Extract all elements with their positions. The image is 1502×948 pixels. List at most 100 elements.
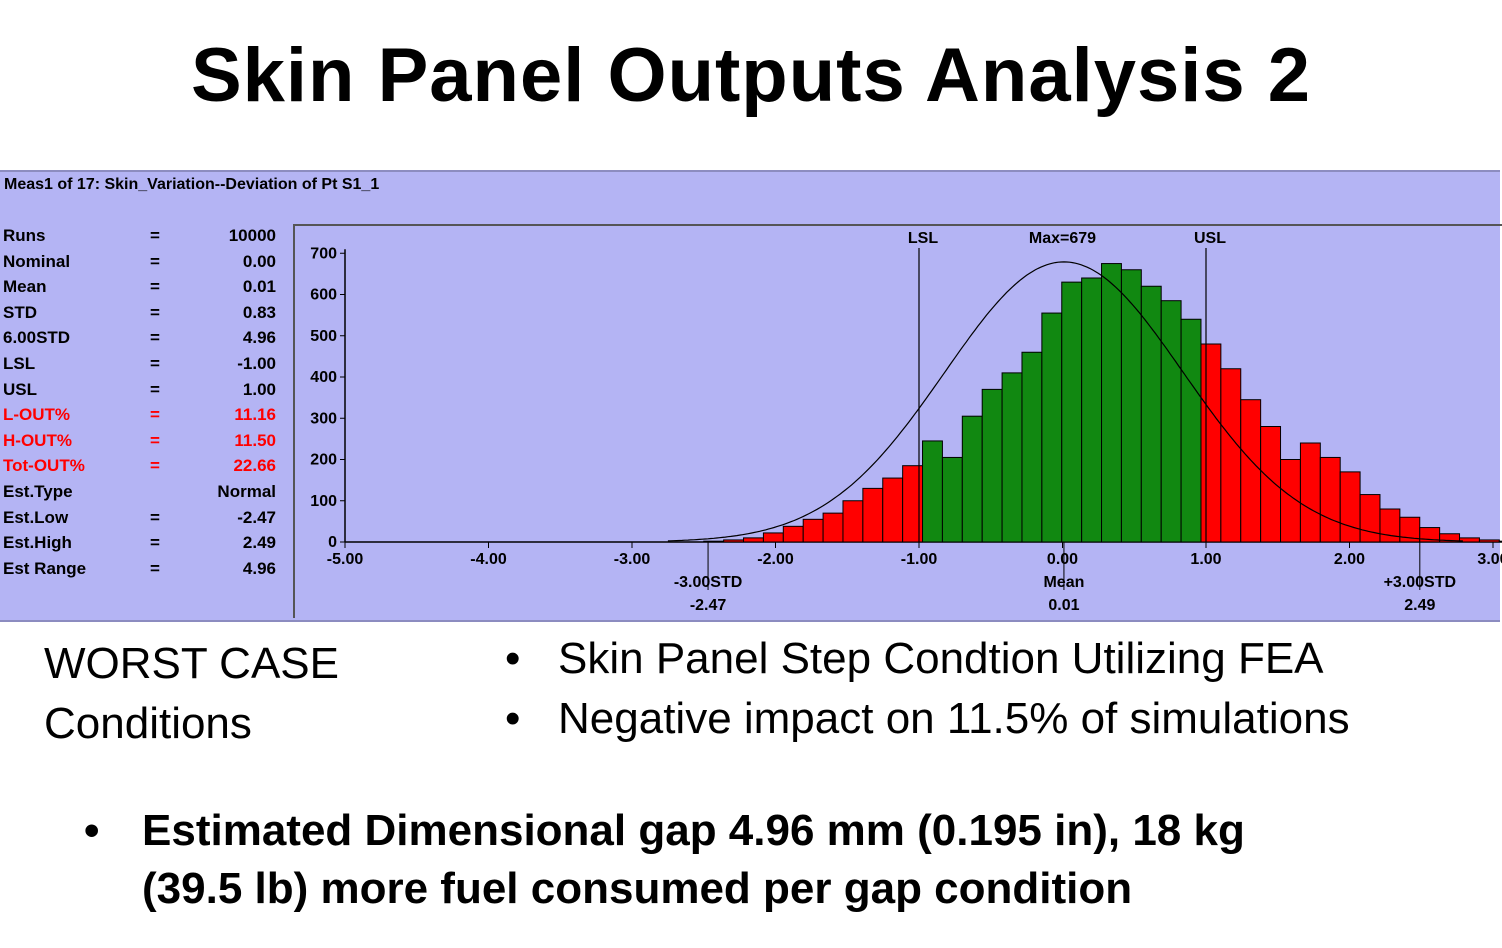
marker-value: -2.47 (690, 597, 727, 614)
histogram-bar (1240, 399, 1262, 543)
stat-value: 11.50 (234, 430, 276, 450)
x-tick-label: -1.00 (901, 551, 938, 568)
x-tick-label: 3.00 (1477, 551, 1502, 568)
stat-equals: = (150, 251, 160, 271)
x-tick-label: -3.00 (614, 551, 651, 568)
worst-case-line1: WORST CASE (44, 639, 340, 688)
histogram-bar (822, 512, 844, 543)
histogram-bar (703, 540, 725, 543)
histogram-bar (1061, 281, 1083, 543)
bullet-dot: • (505, 694, 521, 743)
stat-value: 22.66 (233, 456, 276, 476)
stat-label: USL (3, 379, 37, 399)
histogram-bar (941, 456, 963, 543)
stat-label: Mean (3, 277, 47, 297)
stat-label: LSL (3, 354, 36, 373)
stat-row: Est.Type Normal (0, 482, 276, 508)
stat-value: 4.96 (242, 328, 276, 348)
stat-equals: = (150, 354, 160, 373)
histogram-bar (961, 415, 983, 543)
histogram-bar (1001, 372, 1023, 543)
bottom-bullet-text: Estimated Dimensional gap 4.96 mm (0.195… (142, 802, 1462, 918)
fit-curve (667, 261, 1463, 542)
y-tick-label: 600 (310, 287, 337, 304)
histogram-bar (1160, 300, 1182, 543)
bottom-bullet-line1: Estimated Dimensional gap 4.96 mm (0.195… (142, 806, 1245, 855)
x-tick-label: 0.00 (1047, 551, 1078, 568)
stat-value: 4.96 (242, 558, 276, 578)
stat-equals: = (150, 558, 160, 578)
x-tick-label: 1.00 (1190, 551, 1221, 568)
stat-equals: = (150, 379, 160, 399)
stat-row: USL = 1.00 (0, 380, 276, 406)
stat-row: Est.High = 2.49 (0, 533, 276, 559)
stat-equals: = (150, 507, 160, 527)
histogram-bar (782, 525, 804, 543)
x-tick-label: 2.00 (1334, 551, 1365, 568)
stat-equals: = (150, 277, 160, 297)
bullet-item-1: • Skin Panel Step Condtion Utilizing FEA (505, 634, 1495, 690)
stat-equals: = (150, 328, 160, 348)
stat-label: Runs (3, 226, 46, 245)
histogram-bar (1319, 456, 1341, 543)
bullet-text: Skin Panel Step Condtion Utilizing FEA (558, 634, 1324, 683)
histogram-bar (1359, 494, 1381, 543)
marker-label: Mean (1043, 574, 1084, 591)
histogram-bar (1081, 277, 1103, 543)
panel-header: Meas1 of 17: Skin_Variation--Deviation o… (4, 176, 380, 193)
stat-row: L-OUT% = 11.16 (0, 405, 276, 431)
stat-value: 1.00 (242, 379, 276, 399)
x-tick-label: -5.00 (327, 551, 364, 568)
stat-label: Nominal (3, 251, 71, 271)
stat-value: 11.16 (234, 405, 276, 425)
histogram-bar (1021, 351, 1043, 543)
histogram-bar (762, 532, 784, 543)
stat-equals: = (150, 302, 160, 322)
marker-label: -3.00STD (674, 574, 742, 591)
stat-equals: = (150, 405, 160, 425)
stat-value: 10000 (228, 226, 276, 245)
stat-label: STD (3, 302, 37, 322)
stat-row: Tot-OUT% = 22.66 (0, 456, 276, 482)
y-tick-label: 500 (310, 328, 337, 345)
histogram-bar (981, 388, 1003, 543)
histogram-bar (1200, 343, 1222, 543)
histogram-bar (842, 500, 864, 543)
bullet-dot: • (505, 634, 521, 683)
stat-value: 0.83 (242, 302, 276, 322)
x-tick-label: -2.00 (757, 551, 794, 568)
worst-case-caption: WORST CASE Conditions (44, 634, 339, 754)
histogram-svg: 0 100 200 300 400 500 600 700 -5.00 -4.00 -3.00 -2.… (310, 230, 1502, 614)
stat-row: LSL = -1.00 (0, 354, 276, 380)
histogram-bar (1478, 539, 1500, 543)
histogram-bar (1299, 442, 1321, 543)
stat-equals: = (150, 456, 160, 476)
histogram-bar (922, 440, 943, 543)
marker-value: 0.01 (1048, 597, 1079, 614)
analysis-panel: Meas1 of 17: Skin_Variation--Deviation o… (0, 170, 1502, 622)
ref-line-label: LSL (908, 230, 938, 247)
stat-label: H-OUT% (3, 430, 72, 450)
ref-line-label: USL (1194, 230, 1226, 247)
stat-label: Est.Low (3, 507, 69, 527)
histogram-bar (723, 539, 745, 543)
stat-label: Tot-OUT% (3, 456, 85, 476)
stat-value: 2.49 (242, 533, 276, 553)
histogram-bar (743, 537, 764, 543)
histogram-bar (1101, 263, 1122, 543)
stat-row: 6.00STD = 4.96 (0, 328, 276, 354)
y-tick-label: 700 (310, 245, 337, 262)
y-tick-label: 100 (310, 493, 337, 510)
stat-label: Est Range (3, 558, 87, 578)
stat-row: Runs = 10000 (0, 226, 276, 252)
y-tick-label: 200 (310, 452, 337, 469)
stat-row: Est Range = 4.96 (0, 559, 276, 585)
stat-value: 0.00 (242, 251, 276, 271)
stat-label: 6.00STD (3, 328, 71, 348)
histogram-bar (1260, 426, 1282, 543)
histogram-bar (882, 477, 904, 543)
stat-label: Est.High (3, 533, 72, 553)
stat-row: H-OUT% = 11.50 (0, 431, 276, 457)
bullet-dot: • (84, 806, 100, 855)
histogram-bar (1180, 318, 1202, 543)
